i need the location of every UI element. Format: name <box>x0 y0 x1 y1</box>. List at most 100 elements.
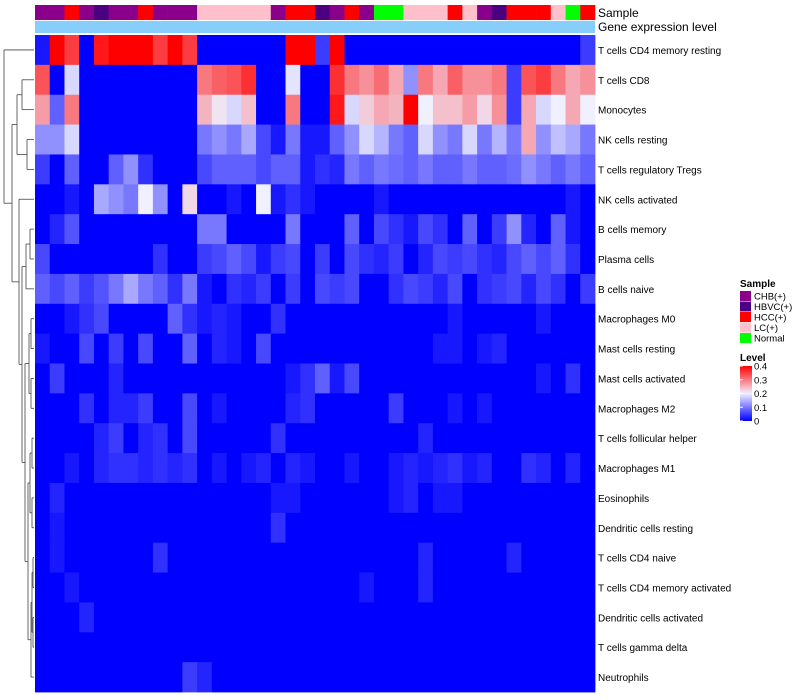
heatmap-cell <box>447 214 463 245</box>
heatmap-cell <box>211 632 227 663</box>
heatmap-cell <box>79 333 95 364</box>
heatmap-cell <box>93 273 110 305</box>
heatmap-cell <box>477 214 493 245</box>
heatmap-cell <box>197 542 213 573</box>
heatmap-cell <box>300 244 316 275</box>
heatmap-cell <box>197 244 213 275</box>
heatmap-cell <box>138 303 154 335</box>
heatmap-cell <box>536 64 552 96</box>
heatmap-cell <box>241 512 257 544</box>
heatmap-cell <box>536 542 552 573</box>
heatmap-cell <box>536 184 552 215</box>
heatmap-cell <box>344 512 360 544</box>
heatmap-cell <box>344 482 360 514</box>
heatmap-cell <box>211 602 227 633</box>
heatmap-cell <box>123 124 139 155</box>
heatmap-cell <box>432 303 449 335</box>
heatmap-cell <box>300 273 316 305</box>
heatmap-cell <box>167 632 183 663</box>
heatmap-cell <box>285 482 301 514</box>
heatmap-cell <box>93 363 110 394</box>
heatmap-cell <box>550 423 566 454</box>
heatmap-cell <box>344 662 360 693</box>
heatmap-cell <box>432 482 449 514</box>
heatmap-cell <box>521 453 537 484</box>
heatmap-cell <box>152 602 169 633</box>
heatmap-cell <box>359 94 375 125</box>
heatmap-cell <box>550 244 566 275</box>
heatmap-cell <box>315 244 331 275</box>
heatmap-cell <box>241 542 257 573</box>
heatmap-cell <box>79 542 95 573</box>
heatmap-cell <box>182 184 198 215</box>
heatmap-cell <box>93 303 110 335</box>
heatmap-cell <box>491 453 507 484</box>
heatmap-cell <box>418 94 434 125</box>
heatmap-cell <box>64 124 80 155</box>
heatmap-cell <box>270 572 286 603</box>
heatmap-cell <box>373 333 390 364</box>
heatmap-cell <box>432 273 449 305</box>
heatmap-cell <box>373 662 390 693</box>
sample-annotation-cell <box>550 5 566 20</box>
heatmap-cell <box>197 35 213 66</box>
row-label: T cells regulatory Tregs <box>598 165 702 176</box>
heatmap-cell <box>182 333 198 364</box>
heatmap-cell <box>432 602 449 633</box>
heatmap-cell <box>49 273 65 305</box>
heatmap-cell <box>152 94 169 125</box>
heatmap-cell <box>197 363 213 394</box>
heatmap-cell <box>64 94 80 125</box>
heatmap-cell <box>565 124 581 155</box>
heatmap-cell <box>521 244 537 275</box>
heatmap-cell <box>93 94 110 125</box>
heatmap-cell <box>79 214 95 245</box>
heatmap-cell <box>536 124 552 155</box>
heatmap-cell <box>403 244 419 275</box>
heatmap-cell <box>329 333 345 364</box>
heatmap-cell <box>536 572 552 603</box>
heatmap-cell <box>93 632 110 663</box>
heatmap-cell <box>462 184 478 215</box>
heatmap-cell <box>270 482 286 514</box>
heatmap-cell <box>315 303 331 335</box>
heatmap-cell <box>211 363 227 394</box>
row-label: Macrophages M0 <box>598 315 676 326</box>
heatmap-cell <box>580 94 596 125</box>
heatmap-cell <box>241 124 257 155</box>
heatmap-cell <box>35 542 51 573</box>
heatmap-cell <box>300 154 316 185</box>
heatmap-cell <box>270 64 286 96</box>
heatmap-cell <box>447 363 463 394</box>
heatmap-cell <box>521 154 537 185</box>
heatmap-cell <box>432 244 449 275</box>
sample-annotation-cell <box>506 5 522 20</box>
heatmap-cell <box>64 423 80 454</box>
heatmap-cell <box>315 94 331 125</box>
legend-level-tick-label: 0.3 <box>754 375 767 386</box>
heatmap-cell <box>580 363 596 394</box>
heatmap-cell <box>329 244 345 275</box>
heatmap-cell <box>462 94 478 125</box>
heatmap-cell <box>241 94 257 125</box>
sample-annotation-cell <box>329 5 345 20</box>
heatmap-cell <box>35 94 51 125</box>
heatmap-cell <box>285 333 301 364</box>
heatmap-cell <box>182 602 198 633</box>
heatmap-cell <box>373 124 390 155</box>
sample-annotation-cell <box>152 5 168 20</box>
heatmap-cell <box>315 64 331 96</box>
heatmap-cell <box>536 393 552 424</box>
heatmap-cell <box>506 273 522 305</box>
row-label: Neutrophils <box>598 673 649 684</box>
heatmap-cell <box>521 303 537 335</box>
heatmap-cell <box>506 602 522 633</box>
heatmap-cell <box>388 572 404 603</box>
heatmap-cell <box>418 363 434 394</box>
row-dendrogram <box>3 49 34 678</box>
sample-annotation-cell <box>270 5 286 20</box>
heatmap-cell <box>550 124 566 155</box>
heatmap-cell <box>182 244 198 275</box>
heatmap-cell <box>403 572 419 603</box>
